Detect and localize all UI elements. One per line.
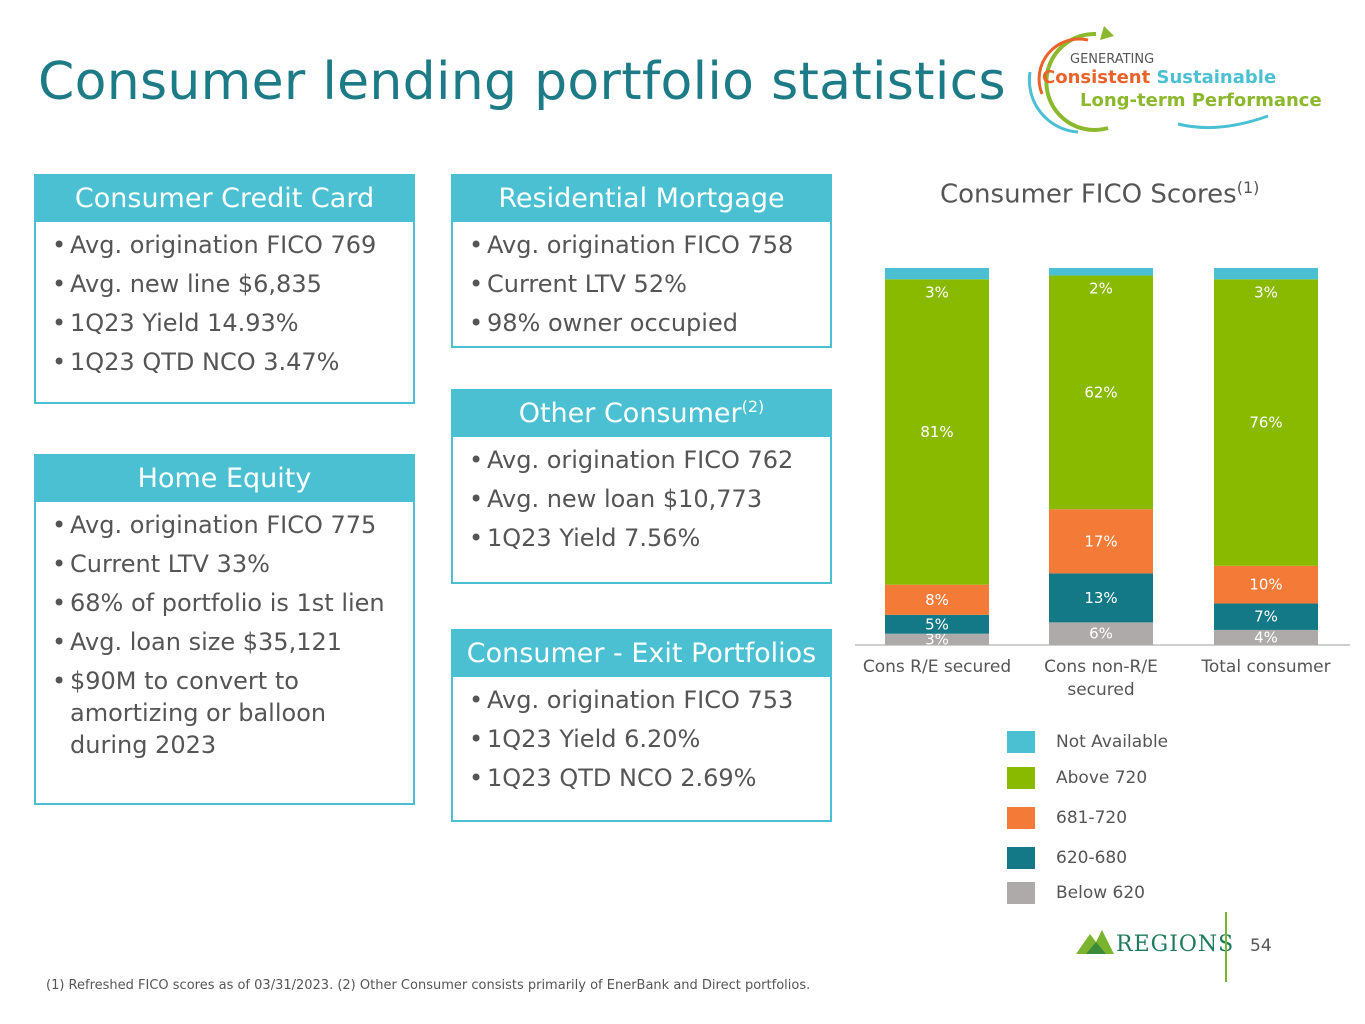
data-label-above-720: 62% [1084, 383, 1117, 401]
logo-arc-icon [1027, 26, 1269, 134]
exit-portfolios-box: Consumer - Exit Portfolios Avg. originat… [451, 629, 832, 822]
regions-wordmark: REGIONS [1116, 932, 1235, 957]
exit-portfolios-list: Avg. origination FICO 753 1Q23 Yield 6.2… [453, 684, 830, 794]
data-label-above-720: 76% [1249, 414, 1282, 432]
logo-long-term: Long-term Performance [1080, 90, 1322, 111]
footer-divider [1225, 912, 1227, 982]
fico-stacked-bar-chart: 3%5%8%81%3%Cons R/E secured6%13%17%62%2%… [855, 268, 1350, 700]
bar-segment-681-720 [885, 584, 989, 615]
list-item: Avg. origination FICO 775 [52, 509, 413, 541]
data-label-below-620: 6% [1089, 625, 1113, 643]
logo-line-1: Consistent Sustainable [1042, 67, 1276, 88]
regions-leaf-icon [1076, 930, 1114, 954]
legend-swatch [1007, 767, 1035, 789]
bar-segment-above-720 [1049, 275, 1153, 510]
data-label-681-720: 10% [1249, 576, 1282, 594]
list-item: 1Q23 Yield 7.56% [469, 522, 830, 554]
legend-label: Above 720 [1056, 768, 1148, 788]
legend-swatch [1007, 731, 1035, 753]
data-label-620-680: 13% [1084, 589, 1117, 607]
legend-swatch [1007, 807, 1035, 829]
residential-mortgage-box: Residential Mortgage Avg. origination FI… [451, 174, 832, 348]
credit-card-title: Consumer Credit Card [36, 176, 413, 222]
list-item: Avg. new line $6,835 [52, 268, 413, 300]
residential-mortgage-title: Residential Mortgage [453, 176, 830, 222]
logo-generating-text: GENERATING [1070, 52, 1155, 67]
bar-segment-below-620 [1214, 629, 1318, 645]
legend-label: Not Available [1056, 732, 1169, 752]
bar-segment-620-680 [1214, 603, 1318, 630]
other-consumer-header: Other Consumer(2) [453, 391, 830, 437]
credit-card-list: Avg. origination FICO 769 Avg. new line … [36, 229, 413, 378]
bar-segment-below-620 [1049, 622, 1153, 645]
list-item: Current LTV 33% [52, 548, 413, 580]
regions-brand: REGIONS [1076, 928, 1233, 962]
x-tick-label: Cons R/E secured [863, 657, 1011, 677]
other-consumer-list: Avg. origination FICO 762 Avg. new loan … [453, 444, 830, 554]
list-item: Avg. origination FICO 762 [469, 444, 830, 476]
legend-swatch [1007, 882, 1035, 904]
other-consumer-footnote-ref: (2) [741, 397, 765, 416]
data-label-below-620: 3% [925, 630, 949, 648]
chart-title-footnote-ref: (1) [1236, 178, 1260, 197]
x-tick-label: Total consumer [1200, 657, 1330, 677]
home-equity-list: Avg. origination FICO 775 Current LTV 33… [36, 509, 413, 761]
data-label-620-680: 7% [1254, 608, 1278, 626]
legend-label: 620-680 [1056, 848, 1128, 868]
bar-segment-620-680 [1049, 573, 1153, 623]
bar-segment-not-available [885, 268, 989, 280]
page-number: 54 [1250, 936, 1272, 956]
list-item: Avg. new loan $10,773 [469, 483, 830, 515]
data-label-not-available: 2% [1089, 280, 1113, 298]
other-consumer-title: Other Consumer [518, 398, 742, 429]
logo-consistent: Consistent [1042, 67, 1151, 88]
legend-label: 681-720 [1056, 808, 1128, 828]
logo-sustainable: Sustainable [1156, 67, 1277, 88]
bar-segment-below-620 [885, 633, 989, 645]
home-equity-title: Home Equity [36, 456, 413, 502]
x-tick-label: Cons non-R/E secured [1044, 657, 1158, 700]
data-label-620-680: 5% [925, 615, 949, 633]
list-item: Avg. origination FICO 769 [52, 229, 413, 261]
home-equity-box: Home Equity Avg. origination FICO 775 Cu… [34, 454, 415, 805]
bar-segment-not-available [1214, 268, 1318, 280]
list-item: Current LTV 52% [469, 268, 830, 300]
chart-title: Consumer FICO Scores(1) [940, 178, 1259, 210]
residential-mortgage-list: Avg. origination FICO 758 Current LTV 52… [453, 229, 830, 339]
list-item: Avg. loan size $35,121 [52, 626, 413, 658]
list-item: 1Q23 Yield 14.93% [52, 307, 413, 339]
data-label-681-720: 8% [925, 591, 949, 609]
legend-swatch [1007, 847, 1035, 869]
data-label-not-available: 3% [1254, 283, 1278, 301]
list-item: 1Q23 Yield 6.20% [469, 723, 830, 755]
data-label-681-720: 17% [1084, 532, 1117, 550]
list-item: $90M to convert to amortizing or balloon… [52, 665, 370, 761]
list-item: 1Q23 QTD NCO 3.47% [52, 346, 413, 378]
list-item: Avg. origination FICO 758 [469, 229, 830, 261]
other-consumer-box: Other Consumer(2) Avg. origination FICO … [451, 389, 832, 584]
bar-segment-not-available [1049, 268, 1153, 276]
bar-segment-620-680 [885, 614, 989, 634]
credit-card-box: Consumer Credit Card Avg. origination FI… [34, 174, 415, 404]
data-label-above-720: 81% [920, 423, 953, 441]
data-label-below-620: 4% [1254, 628, 1278, 646]
bar-segment-681-720 [1214, 565, 1318, 604]
bar-segment-above-720 [885, 279, 989, 585]
exit-portfolios-title: Consumer - Exit Portfolios [453, 631, 830, 677]
legend-label: Below 620 [1056, 883, 1146, 903]
chart-title-text: Consumer FICO Scores [940, 179, 1237, 210]
bar-segment-above-720 [1214, 279, 1318, 566]
data-label-not-available: 3% [925, 283, 949, 301]
bar-segment-681-720 [1049, 509, 1153, 574]
generating-logo: GENERATING Consistent Sustainable Long-t… [1018, 24, 1322, 134]
footnote: (1) Refreshed FICO scores as of 03/31/20… [46, 978, 811, 993]
list-item: Avg. origination FICO 753 [469, 684, 830, 716]
page-title: Consumer lending portfolio statistics [38, 52, 1006, 112]
list-item: 68% of portfolio is 1st lien [52, 587, 413, 619]
list-item: 98% owner occupied [469, 307, 830, 339]
list-item: 1Q23 QTD NCO 2.69% [469, 762, 830, 794]
